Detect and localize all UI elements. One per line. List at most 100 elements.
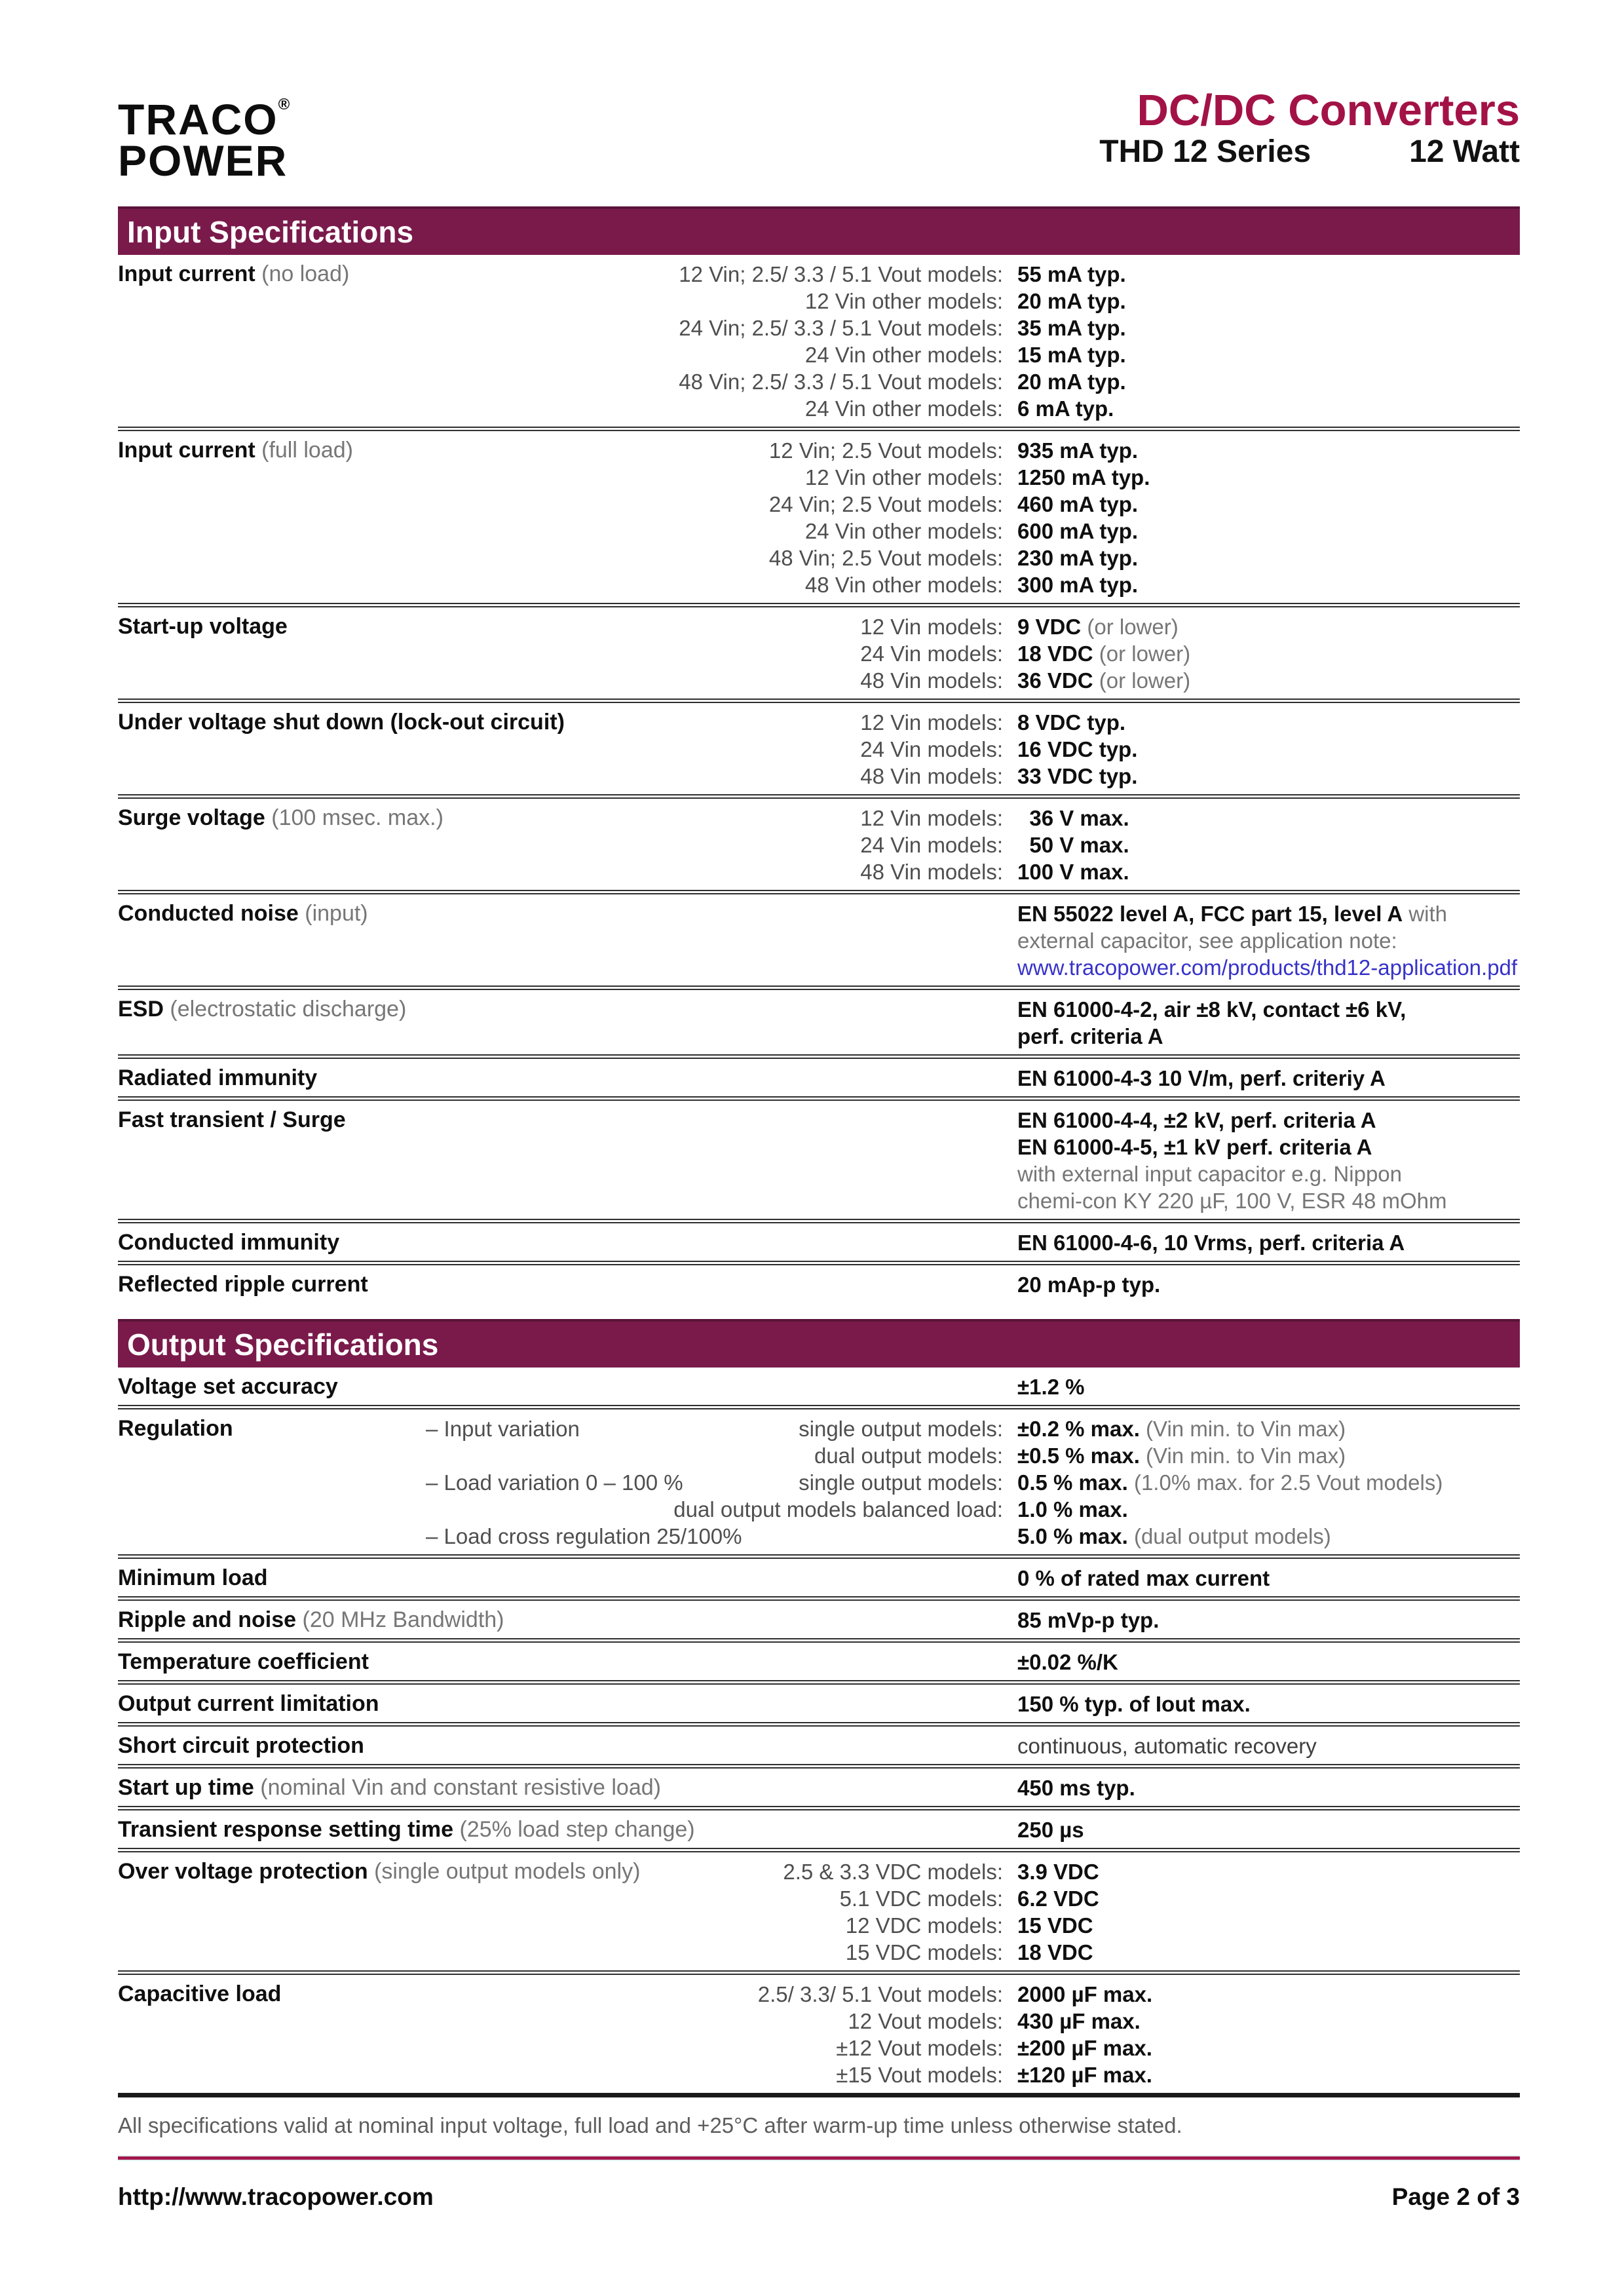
page-content: TRACO® POWER DC/DC Converters THD 12 Ser… <box>118 84 1520 2210</box>
condition-cell <box>118 1607 1003 1634</box>
condition-cell <box>118 954 1003 981</box>
condition-cell: 12 Vin; 2.5 Vout models: <box>118 437 1003 464</box>
condition-text: dual output models: <box>814 1444 1003 1468</box>
value-bold: 230 mA typ. <box>1017 546 1139 570</box>
value-bold: 36 V max. <box>1017 806 1129 830</box>
spec-label-note: (no load) <box>255 261 350 286</box>
application-note-link[interactable]: www.tracopower.com/products/thd12-applic… <box>1017 955 1518 980</box>
value-bold: 600 mA typ. <box>1017 519 1139 543</box>
condition-text: 12 Vin other models: <box>804 289 1003 313</box>
spec-label: Voltage set accuracy <box>118 1373 338 1400</box>
spec-label: Conducted noise (input) <box>118 900 368 927</box>
condition-cell: 24 Vin; 2.5 Vout models: <box>118 491 1003 518</box>
spec-label-text: Radiated immunity <box>118 1065 318 1090</box>
spec-label: Transient response setting time (25% loa… <box>118 1816 695 1843</box>
value-bold: 1250 mA typ. <box>1017 465 1150 489</box>
spec-row: Output current limitation 150 % typ. of I… <box>118 1685 1520 1727</box>
value-cell: 935 mA typ. <box>1017 437 1520 464</box>
condition-text: 24 Vin; 2.5/ 3.3 / 5.1 Vout models: <box>679 316 1003 340</box>
value-bold: ±1.2 % <box>1017 1375 1085 1399</box>
condition-text: 2.5/ 3.3/ 5.1 Vout models: <box>757 1982 1003 2006</box>
value-bold: EN 61000-4-6, 10 Vrms, perf. criteria A <box>1017 1231 1405 1255</box>
spec-line: EN 55022 level A, FCC part 15, level A w… <box>118 900 1520 927</box>
condition-cell: 15 VDC models: <box>118 1939 1003 1966</box>
spec-line: 24 Vin models: 18 VDC (or lower) <box>118 640 1520 667</box>
condition-text: 12 VDC models: <box>845 1913 1003 1938</box>
value-bold: 16 VDC typ. <box>1017 737 1138 761</box>
spec-label: Start up time (nominal Vin and constant … <box>118 1774 661 1801</box>
traco-power-logo: TRACO® POWER <box>118 84 290 182</box>
condition-sub-label: – Load cross regulation 25/100% <box>426 1524 742 1548</box>
condition-sub-label: – Load variation 0 – 100 % <box>426 1470 683 1495</box>
value-bold: ±0.02 %/K <box>1017 1650 1118 1674</box>
value-cell: 2000 µF max. <box>1017 1981 1520 2008</box>
spec-label-text: Reflected ripple current <box>118 1272 368 1297</box>
value-cell: 230 mA typ. <box>1017 545 1520 571</box>
spec-row: Regulation – Input variation single output… <box>118 1409 1520 1559</box>
value-cell: with external input capacitor e.g. Nippo… <box>1017 1160 1520 1187</box>
footer-url[interactable]: http://www.tracopower.com <box>118 2183 434 2210</box>
spec-line: 12 Vin models: 8 VDC typ. <box>118 709 1520 736</box>
footnote: All specifications valid at nominal inpu… <box>118 2113 1182 2137</box>
spec-line: – Load variation 0 – 100 % single output … <box>118 1469 1520 1496</box>
spec-label: Fast transient / Surge <box>118 1107 346 1134</box>
condition-cell <box>118 1732 1003 1759</box>
value-cell: 300 mA typ. <box>1017 571 1520 598</box>
wattage: 12 Watt <box>1409 134 1520 169</box>
spec-label-text: Ripple and noise <box>118 1607 297 1632</box>
value-cell: ±0.2 % max. (Vin min. to Vin max) <box>1017 1415 1520 1442</box>
value-bold: 5.0 % max. <box>1017 1524 1128 1548</box>
spec-row: Minimum load 0 % of rated max current <box>118 1559 1520 1601</box>
value-bold: 300 mA typ. <box>1017 573 1139 597</box>
spec-line: 48 Vin; 2.5 Vout models: 230 mA typ. <box>118 545 1520 571</box>
spec-line: 12 Vin models: 9 VDC (or lower) <box>118 613 1520 640</box>
condition-cell: 12 Vin models: <box>118 709 1003 736</box>
value-bold: 18 VDC <box>1017 641 1093 666</box>
value-bold: 250 µs <box>1017 1818 1084 1842</box>
value-bold: 85 mVp-p typ. <box>1017 1608 1160 1632</box>
value-bold: 9 VDC <box>1017 615 1082 639</box>
value-bold: EN 61000-4-2, air ±8 kV, contact ±6 kV, <box>1017 997 1407 1022</box>
spec-line: ±1.2 % <box>118 1373 1520 1400</box>
spec-line: 2.5/ 3.3/ 5.1 Vout models: 2000 µF max. <box>118 1981 1520 2008</box>
spec-label-text: Short circuit protection <box>118 1733 364 1758</box>
spec-label-text: Transient response setting time <box>118 1817 454 1842</box>
condition-cell: ±15 Vout models: <box>118 2061 1003 2088</box>
value-cell: 1.0 % max. <box>1017 1496 1520 1523</box>
condition-cell <box>118 1565 1003 1592</box>
value-cell: 1250 mA typ. <box>1017 464 1520 491</box>
spec-line: 85 mVp-p typ. <box>118 1607 1520 1634</box>
spec-line: EN 61000-4-2, air ±8 kV, contact ±6 kV, <box>118 996 1520 1023</box>
condition-text: 5.1 VDC models: <box>839 1886 1003 1911</box>
value-cell: 33 VDC typ. <box>1017 763 1520 790</box>
condition-cell <box>118 1134 1003 1160</box>
condition-sub-label: – Input variation <box>426 1417 580 1441</box>
value-bold: perf. criteria A <box>1017 1024 1163 1048</box>
value-bold: 2000 µF max. <box>1017 1982 1153 2006</box>
value-cell: 450 ms typ. <box>1017 1774 1520 1801</box>
spec-row: Voltage set accuracy ±1.2 % <box>118 1368 1520 1409</box>
condition-text: single output models: <box>799 1417 1003 1441</box>
title-block: DC/DC Converters THD 12 Series 12 Watt <box>1099 84 1520 170</box>
value-bold: 935 mA typ. <box>1017 438 1139 463</box>
condition-cell <box>118 1187 1003 1214</box>
spec-row: Short circuit protection continuous, auto… <box>118 1727 1520 1769</box>
value-note: with <box>1403 902 1448 926</box>
spec-row: Under voltage shut down (lock-out circui… <box>118 703 1520 799</box>
spec-label-text: Conducted noise <box>118 901 299 926</box>
section-title: Output Specifications <box>127 1328 439 1362</box>
value-bold: 0.5 % max. <box>1017 1470 1128 1495</box>
condition-cell <box>118 1373 1003 1400</box>
spec-line: 24 Vin other models: 15 mA typ. <box>118 341 1520 368</box>
condition-text: 48 Vin models: <box>860 764 1003 788</box>
value-bold: 3.9 VDC <box>1017 1860 1099 1884</box>
spec-line: 48 Vin; 2.5/ 3.3 / 5.1 Vout models: 20 mA… <box>118 368 1520 395</box>
spec-label: Surge voltage (100 msec. max.) <box>118 805 444 832</box>
value-bold: ±200 µF max. <box>1017 2036 1152 2060</box>
spec-label-text: Start-up voltage <box>118 614 288 639</box>
spec-label-text: Under voltage shut down (lock-out circui… <box>118 710 565 735</box>
spec-line: 2.5 & 3.3 VDC models: 3.9 VDC <box>118 1858 1520 1885</box>
spec-row: Ripple and noise (20 MHz Bandwidth) 85 mV… <box>118 1601 1520 1643</box>
spec-label: Under voltage shut down (lock-out circui… <box>118 709 565 736</box>
